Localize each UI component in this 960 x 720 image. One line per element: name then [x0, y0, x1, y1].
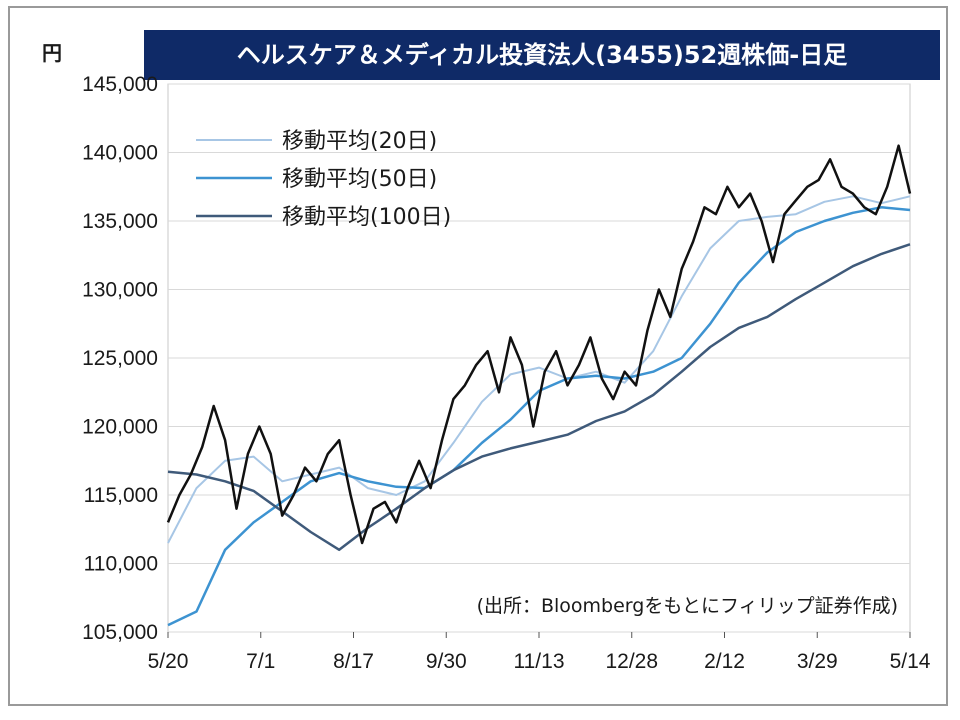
- x-tick-label: 9/30: [426, 650, 467, 673]
- y-tick-label: 120,000: [82, 416, 158, 439]
- x-tick-label: 3/29: [797, 650, 838, 673]
- legend-item-ma50: 移動平均(50日): [282, 167, 437, 192]
- series-group: [166, 144, 912, 627]
- x-tick-label: 5/14: [890, 650, 931, 673]
- legend-item-ma20: 移動平均(20日): [282, 129, 437, 154]
- ma50-line: [167, 206, 911, 627]
- legend-item-ma100: 移動平均(100日): [282, 205, 451, 230]
- ma20-line: [167, 195, 911, 544]
- x-tick-label: 7/1: [246, 650, 275, 673]
- y-tick-label: 115,000: [84, 484, 158, 507]
- legend: 移動平均(20日) 移動平均(50日) 移動平均(100日): [196, 129, 451, 230]
- ma100-line: [167, 243, 911, 552]
- y-axis-ticks: 105,000 110,000 115,000 120,000 125,000 130,0…: [82, 73, 158, 644]
- y-tick-label: 110,000: [84, 553, 158, 576]
- y-tick-label: 145,000: [82, 73, 158, 96]
- x-axis-ticks: 5/20 7/1 8/17 9/30 11/13 12/28 2/12 3/29 5/14: [148, 632, 931, 673]
- title-banner: [144, 30, 940, 80]
- x-tick-label: 8/17: [333, 650, 374, 673]
- y-tick-label: 135,000: [82, 210, 158, 233]
- chart-title: ヘルスケア＆メディカル投資法人(3455)52週株価-日足: [237, 41, 847, 69]
- x-tick-label: 5/20: [148, 650, 189, 673]
- y-tick-label: 125,000: [82, 347, 158, 370]
- x-tick-label: 11/13: [514, 650, 565, 673]
- x-tick-label: 2/12: [704, 650, 745, 673]
- x-tick-label: 12/28: [605, 650, 658, 673]
- price-line: [166, 144, 912, 545]
- grid-lines: [168, 83, 910, 633]
- unit-label: 円: [42, 41, 62, 65]
- y-tick-label: 140,000: [82, 142, 158, 165]
- y-tick-label: 105,000: [82, 621, 158, 644]
- y-tick-label: 130,000: [82, 279, 158, 302]
- chart-frame: ヘルスケア＆メディカル投資法人(3455)52週株価-日足 円 105,000 1…: [8, 6, 948, 706]
- source-note: (出所：Bloombergをもとにフィリップ証券作成): [477, 595, 898, 617]
- stock-chart: ヘルスケア＆メディカル投資法人(3455)52週株価-日足 円 105,0001…: [42, 30, 940, 673]
